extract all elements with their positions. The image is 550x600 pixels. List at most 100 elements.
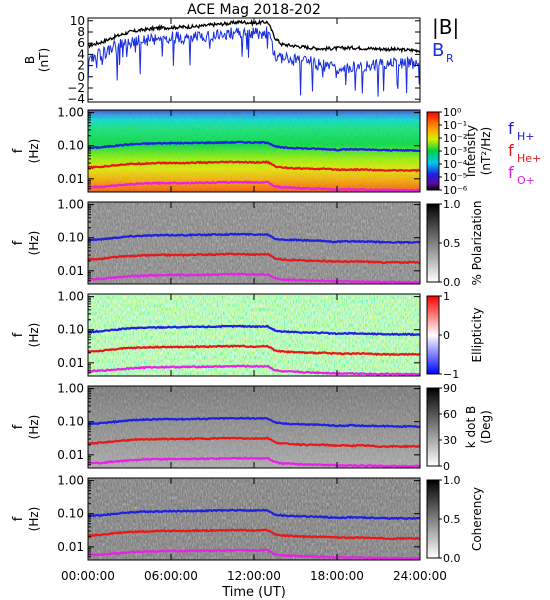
colorbar-unit: (nT²/Hz): [479, 127, 493, 175]
y-axis-label: f: [11, 240, 26, 245]
spectral-axes: f (Hz)1.000.100.0110⁰10⁻¹10⁻²10⁻³10⁻⁴10⁻⁵…: [11, 18, 493, 565]
gyrofrequency-legend: f H+ f He+ f O+: [508, 119, 541, 187]
gyro-line-o-plus: [88, 272, 420, 284]
y-tick-label: 6: [77, 36, 85, 50]
gyro-line-h-plus: [88, 232, 420, 245]
x-axis-label: Time (UT): [221, 585, 286, 600]
gyro-line-o-plus: [88, 456, 420, 468]
y-axis-label: f: [11, 516, 26, 521]
panel-ellipticity: [87, 293, 421, 377]
gyro-line-h-plus: [88, 140, 420, 153]
x-tick-label: 18:00:00: [310, 569, 364, 583]
y-tick-label: 1.00: [57, 474, 84, 488]
colorbar-tick-label: 10⁻³: [443, 145, 467, 158]
x-tick-label: 06:00:00: [144, 569, 198, 583]
colorbar-tick-label: −1: [443, 368, 459, 381]
gyro-line-h-plus: [88, 508, 420, 521]
panel-intensity: [87, 109, 421, 193]
gyro-line-o-plus: [88, 180, 420, 192]
y-tick-label: 0.10: [57, 415, 84, 429]
y-tick-label: 0.01: [57, 448, 84, 462]
gyro-line-he-plus: [88, 160, 420, 173]
y-tick-label: 0.10: [57, 323, 84, 337]
colorbar-tick-label: 0.0: [443, 276, 461, 289]
colorbar-label: Coherency: [470, 487, 484, 551]
panel-polarization: [87, 201, 421, 285]
gyro-line-he-plus: [88, 528, 420, 541]
legend-f-h-plus-sub: H+: [517, 130, 535, 143]
legend-b: |B|: [432, 15, 459, 39]
y-tick-label: 0.01: [57, 356, 84, 370]
colorbar-tick-label: 10⁻⁴: [443, 158, 468, 171]
colorbar-tick-label: 1.0: [443, 474, 461, 487]
x-axis: 00:00:00 06:00:00 12:00:00 18:00:00 24:00:00: [61, 569, 447, 583]
colorbar-tick-label: 0.5: [443, 237, 461, 250]
y-axis-unit: (nT): [37, 48, 51, 72]
y-tick-label: 10: [70, 14, 85, 28]
gyrofrequency-lines: [88, 324, 420, 376]
y-axis-unit: (Hz): [27, 323, 41, 348]
y-tick-label: 0: [77, 70, 85, 84]
y-tick-label: 1.00: [57, 198, 84, 212]
legend-f-he-plus: f: [508, 141, 514, 160]
gyro-line-o-plus: [88, 364, 420, 376]
y-tick-label: 0.01: [57, 540, 84, 554]
y-axis-label: f: [11, 148, 26, 153]
y-tick-label: 0.10: [57, 231, 84, 245]
gyrofrequency-lines: [88, 140, 420, 192]
legend-f-h-plus: f: [508, 119, 514, 138]
gyro-line-he-plus: [88, 252, 420, 265]
colorbar-tick-label: 0: [443, 460, 450, 473]
figure-title: ACE Mag 2018-202: [187, 2, 321, 18]
y-tick-label: −4: [67, 92, 85, 106]
gyrofrequency-lines: [88, 416, 420, 468]
y-tick-label: 1.00: [57, 106, 84, 120]
x-tick-label: 12:00:00: [227, 569, 281, 583]
y-tick-label: 2: [77, 59, 85, 73]
gyro-line-he-plus: [88, 436, 420, 449]
y-tick-label: 0.01: [57, 172, 84, 186]
gyro-line-o-plus: [88, 548, 420, 560]
colorbar: [426, 111, 440, 191]
colorbar: [426, 387, 440, 467]
colorbar-label: % Polarization: [470, 201, 484, 286]
colorbar-tick-label: 90: [443, 382, 457, 395]
colorbar-tick-label: 0: [443, 329, 450, 342]
colorbar-tick-label: 10⁻¹: [443, 119, 467, 132]
y-axis-unit: (Hz): [27, 139, 41, 164]
gyrofrequency-lines: [88, 508, 420, 560]
legend-br: B R: [432, 40, 454, 65]
y-axis-label: f: [11, 424, 26, 429]
gyro-line-h-plus: [88, 324, 420, 337]
colorbar-tick-label: 1: [443, 290, 450, 303]
colorbar-tick-label: 10⁻⁵: [443, 171, 467, 184]
colorbar-label: Ellipticity: [470, 308, 484, 363]
colorbar-tick-label: 1.0: [443, 198, 461, 211]
x-tick-label: 00:00:00: [61, 569, 115, 583]
y-axis-label: f: [11, 332, 26, 337]
y-axis-unit: (Hz): [27, 507, 41, 532]
colorbar-label: Intensity: [464, 125, 478, 177]
series-line-b: [88, 18, 420, 54]
colorbar-unit: (Deg): [479, 410, 493, 444]
gyro-line-he-plus: [88, 344, 420, 357]
colorbar: [426, 295, 440, 375]
gyro-line-h-plus: [88, 416, 420, 429]
y-tick-label: −2: [67, 81, 85, 95]
legend-f-he-plus-sub: He+: [517, 152, 541, 165]
gyrofrequency-lines: [88, 232, 420, 284]
panel-coherency: [87, 477, 421, 561]
svg-text:R: R: [446, 52, 454, 65]
colorbar-tick-label: 10⁻²: [443, 132, 467, 145]
y-tick-label: 8: [77, 25, 85, 39]
y-tick-label: 4: [77, 47, 85, 61]
y-tick-label: 1.00: [57, 290, 84, 304]
y-tick-label: 0.10: [57, 507, 84, 521]
colorbar-label: k dot B: [464, 406, 478, 448]
y-axis-unit: (Hz): [27, 231, 41, 256]
series-line-br: [88, 26, 420, 97]
legend-f-o-plus: f: [508, 163, 514, 182]
colorbar-tick-label: 10⁻⁶: [443, 184, 468, 197]
colorbar: [426, 479, 440, 559]
